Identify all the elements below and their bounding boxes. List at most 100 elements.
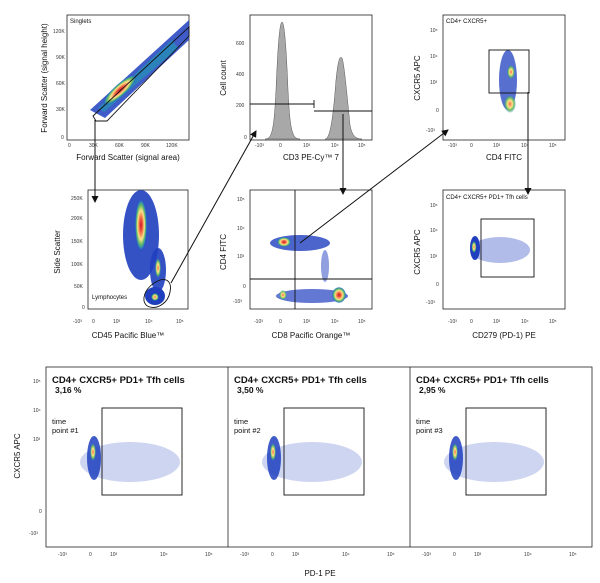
tfh-ytick: 10⁴ — [430, 228, 438, 234]
singlets-xtick: 60K — [115, 143, 125, 149]
cxcr5-cd4-cloud — [499, 50, 517, 110]
tp2-xtick: 10³ — [292, 552, 300, 558]
tp2-core — [270, 443, 276, 461]
lymphocytes-xtick: 0 — [92, 319, 95, 325]
cd4-cd8-plot: 10⁵ 10⁴ 10³ 0 -10³ -10³ 0 10³ 10⁴ 10⁵ CD… — [219, 189, 373, 340]
cxcr5-cd4-core-high — [507, 65, 515, 79]
cd4-cd8-xtick: 0 — [279, 319, 282, 325]
timepoint-panels: CD4+ CXCR5+ PD1+ Tfh cells 3,16 % time p… — [13, 366, 593, 578]
tfh-ylabel: CXCR5 APC — [413, 229, 422, 275]
cd4-cd8-xtick: 10³ — [303, 319, 311, 325]
timepoint-3: CD4+ CXCR5+ PD1+ Tfh cells 2,95 % time p… — [416, 375, 549, 496]
lymphocytes-xtick: -10³ — [73, 319, 82, 325]
lymphocytes-core-low — [151, 293, 159, 301]
singlets-xlabel: Forward Scatter (signal area) — [76, 153, 180, 162]
tp1-xtick: 10³ — [110, 552, 118, 558]
cd3-ylabel: Cell count — [219, 59, 228, 95]
timepoint-2: CD4+ CXCR5+ PD1+ Tfh cells 3,50 % time p… — [234, 375, 367, 496]
tp3-xtick: -10³ — [422, 552, 431, 558]
lymphocytes-xtick: 10⁴ — [145, 319, 153, 325]
tp2-cloud-spread — [262, 442, 362, 482]
tfh-xtick: 10⁴ — [521, 319, 529, 325]
cd4-cd8-cloud-bottom — [276, 289, 348, 303]
singlets-ytick: 120K — [53, 29, 65, 35]
tp1-title: CD4+ CXCR5+ PD1+ Tfh cells — [52, 375, 185, 386]
lymphocytes-ytick: 0 — [82, 305, 85, 311]
cxcr5-cd4-xtick: 10⁵ — [549, 143, 557, 149]
tp3-xtick: 10⁴ — [524, 552, 532, 558]
cxcr5-cd4-ytick: 10³ — [430, 80, 438, 86]
cd4-cd8-ytick: -10³ — [233, 299, 242, 305]
cd3-ytick: 200 — [236, 103, 245, 109]
cd3-ytick: 400 — [236, 72, 245, 78]
cxcr5-cd4-xlabel: CD4 FITC — [486, 153, 522, 162]
cxcr5-cd4-core-low — [504, 95, 516, 113]
tfh-plot: CD4+ CXCR5+ PD1+ Tfh cells 10⁵ 10⁴ 10³ 0… — [413, 189, 566, 340]
arrow-lymphocytes-to-cd3 — [170, 130, 257, 284]
cd4-cd8-xtick: 10⁴ — [331, 319, 339, 325]
cd4-cd8-xtick: 10⁵ — [358, 319, 366, 325]
cd3-peak-positive — [324, 57, 363, 140]
singlets-frame — [66, 14, 190, 141]
tp-ytick: -10³ — [29, 531, 38, 537]
cd3-xtick: -10³ — [255, 143, 264, 149]
singlets-ytick: 60K — [56, 81, 66, 87]
tfh-gate — [480, 218, 535, 278]
tp1-gate — [101, 407, 183, 496]
tp-xlabel: PD-1 PE — [304, 569, 335, 578]
cd4-cd8-ytick: 10³ — [237, 254, 245, 260]
tp-ytick: 10⁴ — [33, 408, 41, 414]
cd4-cd8-cloud-bridge — [321, 250, 329, 282]
tfh-xtick: 10⁵ — [549, 319, 557, 325]
cd4-cd8-core-cd8 — [332, 287, 346, 303]
cd3-ytick: 600 — [236, 41, 245, 47]
cd3-histogram: 600 400 200 0 -10³ 0 10³ 10⁴ 10⁵ CD3 PE-… — [219, 14, 373, 162]
tp2-title: CD4+ CXCR5+ PD1+ Tfh cells — [234, 375, 367, 386]
cxcr5-cd4-xtick: 10⁴ — [521, 143, 529, 149]
tp3-label-line2: point #3 — [416, 426, 443, 435]
tp3-title: CD4+ CXCR5+ PD1+ Tfh cells — [416, 375, 549, 386]
tp1-label-line2: point #1 — [52, 426, 79, 435]
cxcr5-cd4-frame — [442, 14, 566, 141]
tfh-xlabel: CD279 (PD-1) PE — [472, 331, 536, 340]
tp2-xtick: 0 — [271, 552, 274, 558]
lymphocytes-xtick: 10³ — [113, 319, 121, 325]
tp3-gate — [465, 407, 547, 496]
cd3-xtick: 10⁵ — [358, 143, 366, 149]
lymphocytes-gate — [143, 279, 171, 308]
cd4-cd8-ytick: 10⁴ — [237, 226, 245, 232]
tp1-xtick: 10⁵ — [205, 552, 213, 558]
tp-ytick: 0 — [39, 509, 42, 515]
cxcr5-cd4-gate-label: CD4+ CXCR5+ — [446, 19, 488, 25]
tp1-percent: 3,16 % — [55, 385, 82, 395]
cd4-cd8-core-cd4 — [277, 237, 291, 247]
tp2-label-line2: point #2 — [234, 426, 261, 435]
tp1-core — [90, 443, 96, 461]
lymphocytes-core-main — [135, 199, 147, 251]
lymphocytes-ytick: 250K — [71, 196, 83, 202]
lymphocytes-xlabel: CD45 Pacific Blue™ — [92, 331, 164, 340]
lymphocytes-ylabel: Side Scatter — [53, 230, 62, 274]
singlets-xtick: 120K — [166, 143, 178, 149]
cxcr5-cd4-xtick: 10³ — [493, 143, 501, 149]
cd3-xlabel: CD3 PE-Cy™ 7 — [283, 153, 340, 162]
tfh-ytick: -10³ — [426, 300, 435, 306]
lymphocytes-xtick: 10⁵ — [176, 319, 184, 325]
lymphocytes-ytick: 200K — [71, 216, 83, 222]
cd3-xtick: 10⁴ — [331, 143, 339, 149]
lymphocytes-ytick: 50K — [74, 284, 84, 290]
tp3-xtick: 10³ — [474, 552, 482, 558]
lymphocytes-frame — [87, 189, 189, 310]
cd4-cd8-xtick: -10³ — [254, 319, 263, 325]
tp1-label-line1: time — [52, 417, 66, 426]
singlets-ytick: 90K — [56, 55, 66, 61]
cxcr5-cd4-plot: CD4+ CXCR5+ 10⁵ 10⁴ 10³ 0 -10³ -10³ 0 10… — [413, 14, 566, 162]
cxcr5-cd4-ytick: 0 — [436, 108, 439, 114]
tfh-gate-label: CD4+ CXCR5+ PD1+ Tfh cells — [446, 195, 528, 201]
cd3-ytick: 0 — [244, 135, 247, 141]
tp3-cloud-spread — [444, 442, 544, 482]
cxcr5-cd4-ytick: 10⁵ — [430, 28, 438, 34]
arrow-cd4-to-cxcr5 — [299, 129, 449, 244]
cd3-frame — [249, 14, 373, 141]
tp2-xtick: 10⁵ — [387, 552, 395, 558]
